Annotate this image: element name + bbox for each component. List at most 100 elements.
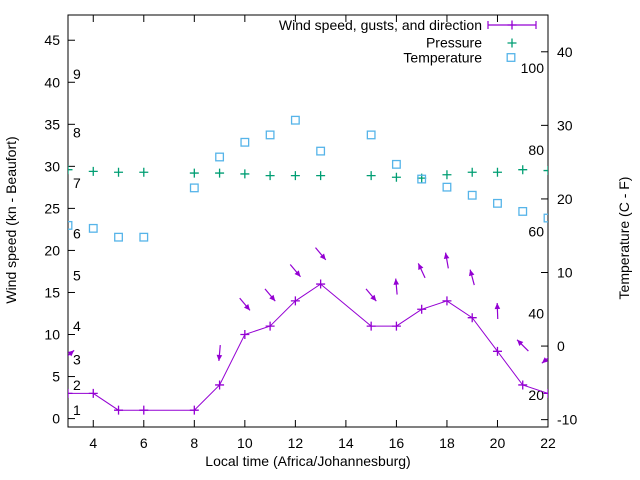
kn-tick-label: 45 [44, 32, 60, 48]
kn-tick-label: 35 [44, 116, 60, 132]
kn-tick-label: 40 [44, 74, 60, 90]
wind-speed-point [442, 296, 452, 306]
data-group [68, 115, 548, 415]
fahrenheit-label: 60 [528, 224, 544, 240]
left-axis-title: Wind speed (kn - Beaufort) [3, 136, 19, 303]
legend-temperature-sample-marker [506, 53, 516, 62]
wind-speed-point [492, 346, 502, 356]
gust-arrow-head [243, 303, 250, 311]
beaufort-label: 4 [73, 318, 81, 334]
gust-arrow-head [370, 294, 377, 302]
wind-speed-line [68, 283, 548, 411]
x-tick-label: 12 [288, 435, 304, 451]
pressure-point [265, 171, 275, 181]
right-axis-ticks: -10 0 10 20 30 40 [541, 44, 577, 428]
gust-arrow-head [418, 263, 424, 270]
temperature-point [417, 174, 427, 184]
kn-tick-label: 5 [52, 369, 60, 385]
gust-arrow-head [216, 354, 223, 361]
legend-wind-sample-marker [507, 20, 517, 30]
temperature-point [114, 232, 123, 242]
gust-arrow-head [319, 253, 326, 260]
pressure-point [215, 168, 225, 178]
temperature-point [290, 115, 300, 125]
x-tick-label: 6 [140, 435, 148, 451]
wind-speed-point [114, 405, 124, 415]
beaufort-label: 7 [73, 175, 81, 191]
celsius-tick-label: 0 [557, 338, 565, 354]
x-axis-ticks: 4 6 8 10 12 14 16 18 20 22 [89, 15, 556, 451]
temperature-point [68, 220, 73, 230]
wind-speed-point [391, 321, 401, 331]
legend: Wind speed, gusts, and direction Pressur… [279, 17, 537, 66]
temperature-point [215, 152, 225, 162]
wind-gust-direction-arrows [68, 247, 548, 364]
gust-arrow-head [393, 278, 400, 285]
temperature-point [316, 146, 326, 156]
wind-speed-point [290, 296, 300, 306]
wind-speed-point [467, 313, 477, 323]
wind-speed-point [543, 388, 548, 398]
x-tick-label: 4 [89, 435, 97, 451]
legend-pressure-sample-marker [507, 38, 517, 48]
pressure-point [316, 171, 326, 181]
celsius-tick-label: 10 [557, 265, 573, 281]
celsius-tick-label: 40 [557, 44, 573, 60]
temperature-point [265, 130, 275, 140]
pressure-point [543, 166, 548, 176]
x-axis-title: Local time (Africa/Johannesburg) [205, 453, 410, 469]
fahrenheit-label: 80 [528, 142, 544, 158]
beaufort-label: 6 [73, 226, 81, 242]
kn-tick-label: 0 [52, 411, 60, 427]
gust-arrow-head [68, 350, 75, 357]
x-tick-label: 16 [389, 435, 405, 451]
pressure-point [391, 172, 401, 182]
pressure-point [518, 165, 528, 175]
pressure-series [68, 165, 548, 183]
pressure-point [114, 167, 124, 177]
legend-label-wind: Wind speed, gusts, and direction [279, 17, 482, 33]
plot-border [67, 14, 549, 428]
celsius-tick-label: 20 [557, 191, 573, 207]
temperature-point [139, 232, 149, 242]
temperature-point [543, 213, 548, 223]
x-tick-label: 14 [338, 435, 354, 451]
legend-label-pressure: Pressure [426, 35, 482, 51]
temperature-point [189, 183, 199, 193]
gust-arrow-head [494, 302, 501, 310]
temperature-point [240, 137, 250, 147]
wind-speed-point [265, 321, 275, 331]
pressure-point [240, 169, 250, 179]
legend-label-temperature: Temperature [403, 50, 482, 66]
pressure-point [189, 168, 199, 178]
fahrenheit-label: 100 [521, 60, 545, 76]
kn-tick-label: 15 [44, 284, 60, 300]
kn-tick-label: 25 [44, 200, 60, 216]
x-tick-label: 8 [190, 435, 198, 451]
wind-speed-point [139, 405, 149, 415]
gust-arrow-head [269, 294, 276, 302]
kn-tick-label: 20 [44, 242, 60, 258]
wind-speed-point [316, 279, 326, 289]
left-axis-ticks: 0 5 10 15 20 25 30 35 40 45 [44, 32, 75, 427]
gust-arrow-head [294, 270, 301, 277]
pressure-point [366, 171, 376, 181]
wind-speed-point [189, 405, 199, 415]
x-tick-label: 10 [237, 435, 253, 451]
temperature-point [442, 182, 452, 192]
wind-speed-series [68, 279, 548, 415]
wind-speed-point [88, 388, 98, 398]
wind-speed-point [518, 380, 528, 390]
temperature-point [467, 190, 477, 200]
temperature-point [88, 223, 98, 233]
beaufort-label: 3 [73, 352, 81, 368]
gust-arrow-head [541, 357, 548, 364]
kn-tick-label: 30 [44, 158, 60, 174]
celsius-tick-label: -10 [557, 412, 577, 428]
beaufort-scale-labels: 1 2 3 4 5 6 7 8 9 [73, 66, 81, 418]
pressure-point [467, 167, 477, 177]
pressure-point [290, 171, 300, 181]
